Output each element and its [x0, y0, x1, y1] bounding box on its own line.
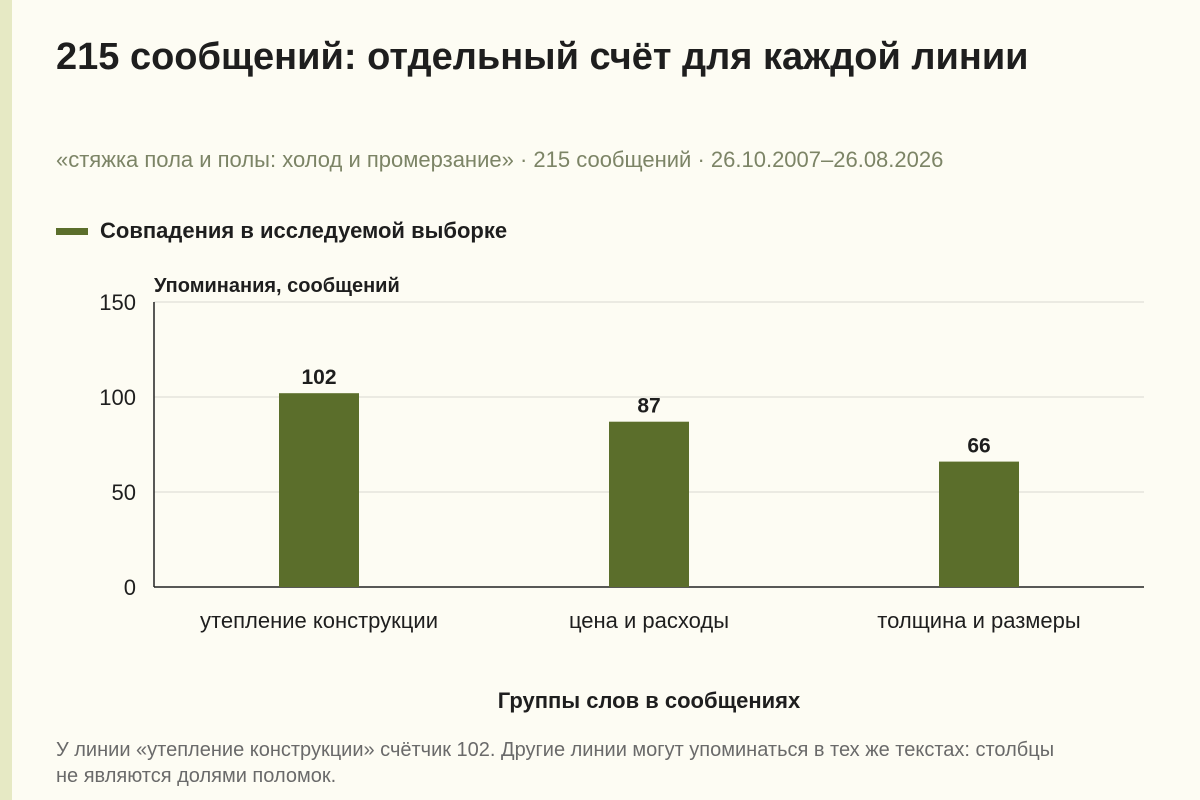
legend-swatch: [56, 227, 88, 235]
y-tick-label: 150: [99, 290, 136, 315]
bar-1: [279, 393, 359, 587]
x-tick-label: утепление конструкции: [200, 608, 438, 633]
chart-title: 215 сообщений: отдельный счёт для каждой…: [56, 36, 1029, 78]
data-label: 66: [967, 435, 990, 458]
y-tick-label: 100: [99, 385, 136, 410]
x-tick-label: толщина и размеры: [877, 608, 1080, 633]
bar-2: [609, 421, 689, 587]
y-axis-label: Упоминания, сообщений: [154, 275, 400, 297]
legend: Совпадения в исследуемой выборке: [56, 218, 507, 244]
data-label: 102: [301, 366, 336, 389]
data-label: 87: [637, 395, 660, 418]
y-tick-label: 0: [124, 575, 136, 600]
bar-3: [939, 461, 1019, 587]
x-axis-label: Группы слов в сообщениях: [498, 688, 801, 713]
y-tick-label: 50: [112, 480, 136, 505]
chart-caption: У линии «утепление конструкции» счётчик …: [56, 739, 1055, 787]
x-tick-label: цена и расходы: [569, 608, 729, 633]
left-accent-strip: [0, 0, 12, 800]
legend-label: Совпадения в исследуемой выборке: [100, 218, 508, 243]
chart-subtitle: «стяжка пола и полы: холод и промерзание…: [56, 147, 944, 172]
